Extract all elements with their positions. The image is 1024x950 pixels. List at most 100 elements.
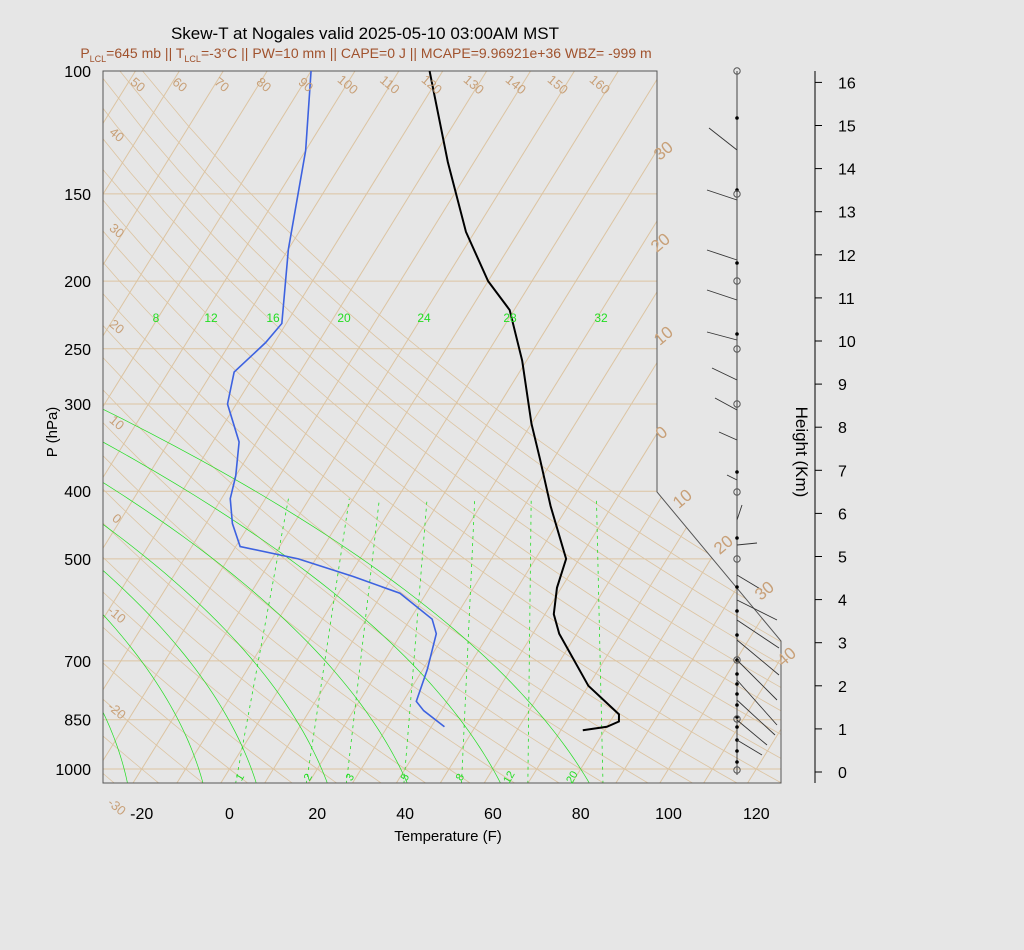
pressure-tick-label: 400 xyxy=(64,484,91,501)
moist-adiabat xyxy=(103,336,260,783)
isotherm-label-top: 100 xyxy=(335,72,361,97)
isotherm-label-left: -30 xyxy=(105,795,129,819)
moist-adiabat xyxy=(103,336,506,783)
dry-adiabat xyxy=(103,71,709,783)
wind-barb xyxy=(736,679,778,726)
y-axis-label: P (hPa) xyxy=(44,407,61,458)
isotherm-line xyxy=(103,71,420,783)
wind-level-marker xyxy=(733,555,741,563)
mixing-ratio-label: 1 xyxy=(234,772,247,783)
height-tick-label: 6 xyxy=(838,506,847,523)
wind-barb xyxy=(736,719,768,746)
height-tick-label: 14 xyxy=(838,162,856,179)
isotherm-line xyxy=(103,71,507,783)
x-tick-label: 40 xyxy=(396,806,414,823)
height-tick-label: 8 xyxy=(838,420,847,437)
wind-level-dot xyxy=(735,261,739,265)
moist-adiabat-label: 24 xyxy=(417,311,431,325)
wind-level-dot xyxy=(735,332,739,336)
plot-frame xyxy=(102,70,782,784)
isotherm-label-right: 20 xyxy=(710,531,737,558)
dry-adiabat xyxy=(103,71,781,783)
wind-level-marker xyxy=(733,345,741,353)
wind-barb xyxy=(714,397,738,411)
dry-adiabat xyxy=(103,71,261,783)
isotherm-label-top: 110 xyxy=(377,72,403,97)
wind-level-marker xyxy=(733,766,741,774)
isotherm-label-top: 80 xyxy=(254,74,275,95)
chart-title: Skew-T at Nogales valid 2025-05-10 03:00… xyxy=(171,24,559,43)
moist-adiabat xyxy=(103,336,331,783)
wind-level-marker xyxy=(733,715,741,723)
height-tick-label: 1 xyxy=(838,722,847,739)
wind-level-dot xyxy=(735,760,739,764)
wind-level-dot xyxy=(735,682,739,686)
moist-adiabat xyxy=(103,336,130,783)
isotherm-label-top: 140 xyxy=(503,72,529,97)
wind-level-marker xyxy=(733,190,741,198)
plot-border xyxy=(102,70,782,784)
isotherm-line xyxy=(103,71,156,783)
pressure-tick-label: 100 xyxy=(64,64,91,81)
isotherm-label-left: 0 xyxy=(109,510,124,526)
height-tick-label: 2 xyxy=(838,679,847,696)
moist-adiabat-label: 28 xyxy=(503,311,517,325)
mixing-ratio-label: 3 xyxy=(344,772,357,783)
isotherm-line xyxy=(697,71,781,783)
isotherm-line xyxy=(874,39,1024,792)
isotherm-label-right: 30 xyxy=(751,577,778,604)
dry-adiabat xyxy=(103,71,781,783)
x-tick-label: 60 xyxy=(484,806,502,823)
x-tick-label: 100 xyxy=(655,806,682,823)
dry-adiabat xyxy=(103,71,754,783)
dry-adiabat xyxy=(103,71,171,783)
height-tick-label: 5 xyxy=(838,550,847,567)
height-tick-label: 16 xyxy=(838,75,856,92)
isotherm-label-left: 30 xyxy=(107,220,128,241)
wind-level-dot xyxy=(735,749,739,753)
wind-barb xyxy=(718,431,738,441)
isotherm-label-right: 30 xyxy=(650,137,677,164)
pressure-tick-label: 700 xyxy=(64,654,91,671)
wind-barb xyxy=(736,639,780,676)
height-tick-label: 11 xyxy=(838,291,855,308)
moist-adiabat-label: 16 xyxy=(266,311,280,325)
isotherm-label-right: 40 xyxy=(773,643,800,670)
isotherm-line xyxy=(741,71,781,783)
isotherm-line xyxy=(258,71,727,783)
mixing-ratio-label: 12 xyxy=(501,769,518,786)
wind-barb xyxy=(706,331,738,341)
wind-level-dot xyxy=(735,633,739,637)
height-axis-label: Height (Km) xyxy=(792,407,811,498)
wind-level-marker xyxy=(733,277,741,285)
mixing-ratio-label: 8 xyxy=(454,772,467,783)
isotherm-line xyxy=(830,39,1024,792)
height-tick-label: 13 xyxy=(838,205,856,222)
x-axis-label: Temperature (F) xyxy=(394,828,502,845)
isotherm-line xyxy=(565,71,781,783)
wind-barb xyxy=(736,542,758,546)
dewpoint-profile-line xyxy=(226,71,445,728)
pressure-tick-label: 150 xyxy=(64,187,91,204)
background-grid xyxy=(103,39,1024,792)
wind-level-marker xyxy=(733,67,741,75)
dry-adiabat xyxy=(103,71,665,783)
dry-adiabat xyxy=(103,71,781,783)
pressure-tick-label: 300 xyxy=(64,397,91,414)
isotherm-line xyxy=(917,39,1024,792)
isotherm-line xyxy=(961,39,1024,792)
isotherm-line xyxy=(126,71,595,783)
wind-barb xyxy=(706,249,738,261)
isotherm-line xyxy=(103,71,244,783)
dry-adiabat xyxy=(103,71,485,783)
height-tick-label: 10 xyxy=(838,334,856,351)
isotherm-label-left: 40 xyxy=(107,124,128,145)
x-tick-label: 80 xyxy=(572,806,590,823)
isotherm-line xyxy=(390,71,781,783)
isotherm-label-top: 160 xyxy=(587,72,613,97)
wind-level-dot xyxy=(735,725,739,729)
isotherm-line xyxy=(214,71,683,783)
dry-adiabat xyxy=(103,71,781,783)
wind-barb xyxy=(711,367,738,381)
dry-adiabat xyxy=(103,71,620,783)
